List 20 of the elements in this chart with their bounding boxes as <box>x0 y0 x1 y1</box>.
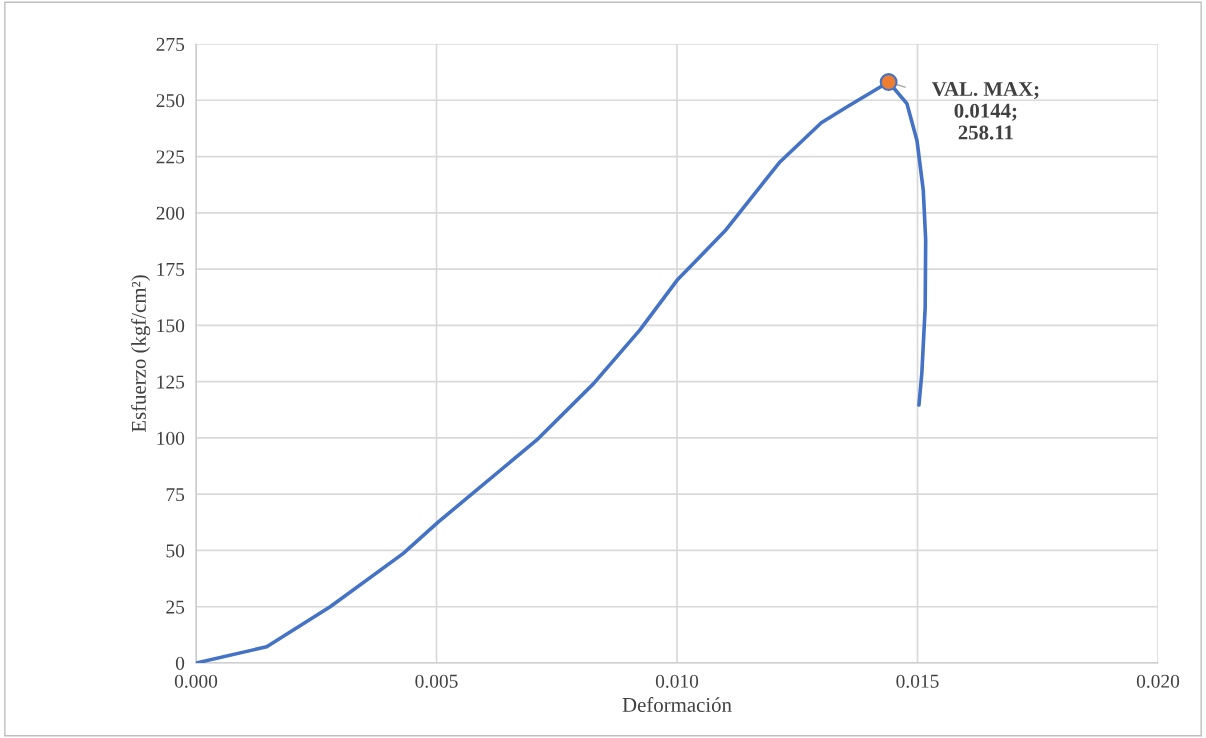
y-tick-label: 175 <box>157 263 185 277</box>
x-tick-label: 0.000 <box>174 674 218 688</box>
y-tick-label: 25 <box>166 600 185 614</box>
x-tick-label: 0.010 <box>655 674 699 688</box>
y-tick-label: 0 <box>175 656 185 670</box>
annotation: VAL. MAX; 0.0144; 258.11 <box>931 82 1039 140</box>
y-tick-label: 50 <box>166 544 185 558</box>
x-tick-label: 0.005 <box>415 674 458 688</box>
x-axis-title: Deformación <box>622 697 732 712</box>
y-tick-label: 225 <box>156 150 185 164</box>
x-tick-label: 0.015 <box>896 674 939 688</box>
y-tick-label: 150 <box>157 319 185 333</box>
y-tick-label: 125 <box>157 375 185 389</box>
y-axis-title: Esfuerzo (kgf/cm²) <box>131 275 151 433</box>
x-tick-label: 0.020 <box>1136 674 1180 688</box>
y-tick-label: 100 <box>157 431 185 445</box>
y-tick-label: 200 <box>156 206 185 220</box>
y-tick-label: 250 <box>156 94 185 108</box>
y-tick-label: 275 <box>156 37 185 51</box>
y-tick-label: 75 <box>166 488 185 502</box>
